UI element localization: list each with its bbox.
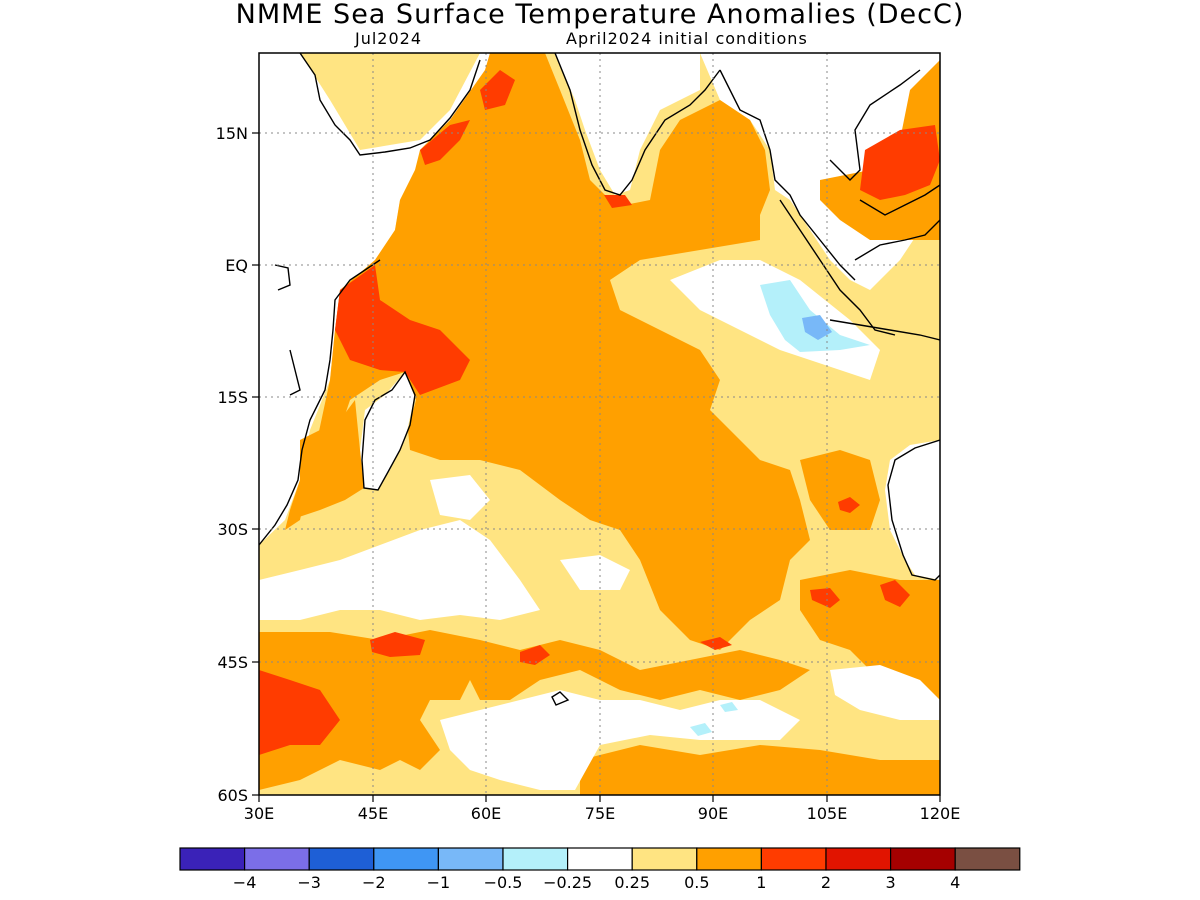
colorbar-label: 0.25 — [614, 873, 650, 892]
lon-label: 30E — [244, 804, 274, 823]
colorbar-swatch — [889, 847, 956, 871]
chart-title: NMME Sea Surface Temperature Anomalies (… — [235, 0, 965, 30]
anomaly-1-2-south-a — [370, 632, 425, 657]
anomaly-0.5-1-south-west — [259, 630, 810, 790]
colorbar-label: 4 — [950, 873, 960, 892]
colorbar-label: −4 — [233, 873, 257, 892]
colorbar-swatch — [631, 847, 698, 871]
colorbar-label: −0.5 — [484, 873, 523, 892]
anomaly-cooler-sumatra — [802, 315, 832, 340]
land-madagascar — [360, 372, 415, 490]
lon-label: 60E — [471, 804, 501, 823]
anomaly-1-2-arabian-sea — [480, 70, 515, 110]
colorbar-label: 3 — [886, 873, 896, 892]
anomaly-0.5-1-se-asia — [820, 60, 940, 240]
anomaly-0.5-1-africa-coast — [290, 400, 364, 520]
colorbar-label: 2 — [821, 873, 831, 892]
forecast-month: Jul2024 — [355, 29, 423, 48]
colorbar-label: −0.25 — [543, 873, 592, 892]
land-africa-arabia — [259, 53, 490, 545]
lon-labels: 30E 45E 60E 75E 90E 105E 120E — [244, 804, 961, 823]
anomaly-field — [259, 53, 940, 795]
anomaly-cool-south — [690, 723, 712, 736]
anomaly-1-2-somalia — [335, 265, 470, 395]
colorbar-label: 0.5 — [684, 873, 709, 892]
anomaly-1-2-south-china-sea — [860, 125, 940, 200]
graticule — [259, 53, 940, 795]
lat-label: 60S — [217, 786, 248, 805]
lon-label: 90E — [698, 804, 728, 823]
anomaly-1-2-south-b — [520, 645, 550, 665]
lat-label: 45S — [217, 653, 248, 672]
colorbar-swatch — [437, 847, 504, 871]
land-australia — [885, 440, 940, 580]
colorbar-swatch — [760, 847, 827, 871]
anomaly-1-2-far-southwest — [259, 670, 340, 755]
lat-label: EQ — [225, 256, 248, 275]
colorbar-label: 1 — [756, 873, 766, 892]
anomaly-1-2-australia-west — [838, 497, 860, 513]
lat-labels: 15N EQ 15S 30S 45S 60S — [216, 124, 248, 805]
coastlines — [259, 53, 940, 706]
colorbar-swatch — [373, 847, 439, 871]
colorbar-swatch — [244, 847, 310, 871]
axis-ticks — [252, 132, 941, 802]
anomaly-1-2-south-e — [880, 580, 910, 607]
colorbar-swatch — [308, 847, 375, 871]
anomaly-neutral-south — [440, 690, 800, 790]
anomaly-1-2-south-d — [810, 588, 840, 608]
anomaly-0.5-1-north — [285, 53, 810, 650]
colorbar-swatch — [566, 847, 633, 871]
anomaly-1-2-south-c — [700, 637, 732, 650]
colorbar-swatch — [954, 847, 1021, 871]
anomaly-0.5-1-australia-west — [800, 450, 880, 530]
land-india — [555, 53, 700, 195]
anomaly-1-2-sri-lanka — [604, 195, 632, 208]
anomaly-neutral-mid — [430, 475, 490, 520]
lat-label: 30S — [217, 520, 248, 539]
colorbar-swatch — [696, 847, 762, 871]
colorbar-label: −2 — [362, 873, 386, 892]
colorbar-swatch — [179, 847, 246, 871]
initial-conditions: April2024 initial conditions — [566, 29, 808, 48]
lon-label: 105E — [807, 804, 848, 823]
colorbar-swatch — [825, 847, 892, 871]
anomaly-1-2-gulf-aden — [420, 120, 470, 165]
anomaly-cool-south-b — [720, 702, 738, 712]
lat-label: 15N — [216, 124, 248, 143]
colorbar-swatch — [502, 847, 569, 871]
lon-label: 120E — [920, 804, 961, 823]
colorbar-label: −3 — [297, 873, 321, 892]
lat-label: 15S — [217, 388, 248, 407]
anomaly-neutral-south-central — [560, 555, 630, 590]
anomaly-0.5-1-south-band — [580, 745, 940, 795]
anomaly-neutral-west — [259, 520, 540, 620]
anomaly-neutral-east — [830, 665, 940, 720]
lon-label: 45E — [358, 804, 388, 823]
colorbar-label: −1 — [427, 873, 451, 892]
lon-label: 75E — [585, 804, 615, 823]
